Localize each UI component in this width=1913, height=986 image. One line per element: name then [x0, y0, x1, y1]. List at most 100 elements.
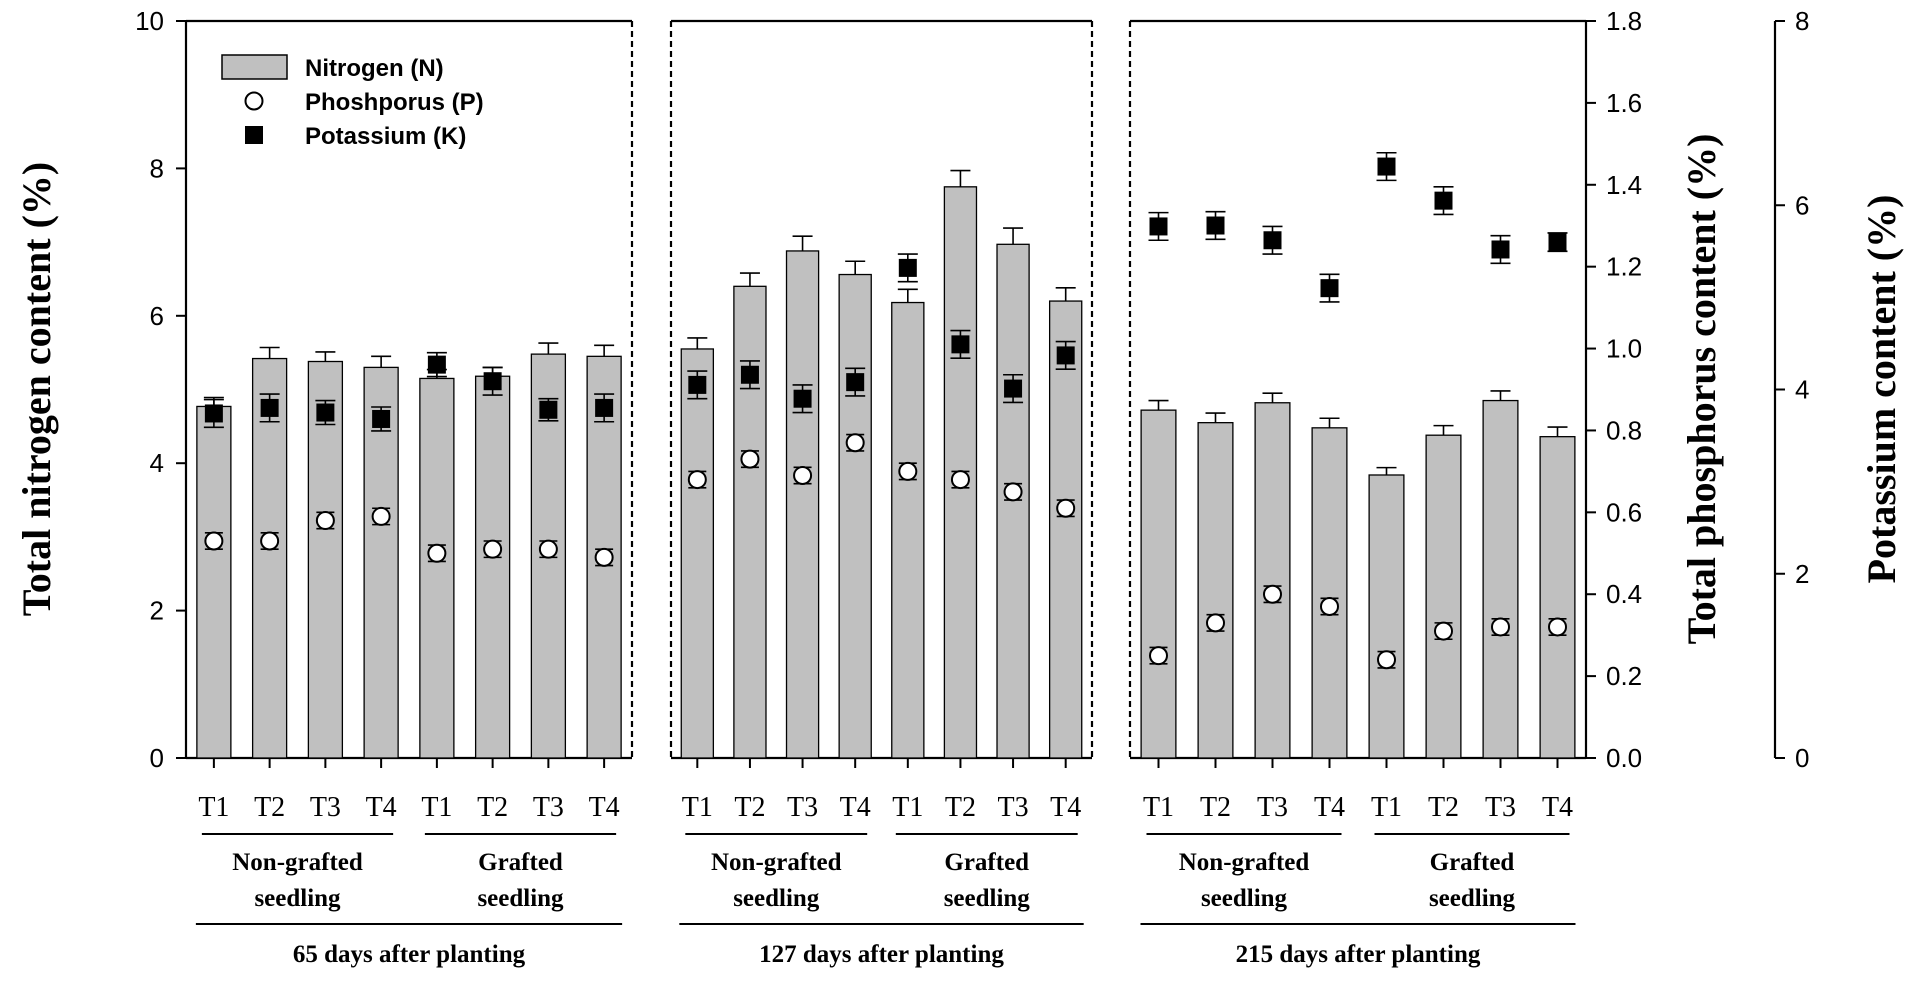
n-axis-tick-label: 6	[150, 301, 164, 331]
p-axis-tick-label: 0.2	[1606, 661, 1642, 691]
category-label: T2	[1200, 792, 1231, 823]
nitrogen-bar	[419, 377, 455, 759]
category-label: T1	[421, 792, 452, 823]
n-axis-label: Total nitrogen content (%)	[14, 162, 59, 616]
phosphorus-point	[793, 465, 813, 485]
category-label: T3	[1257, 792, 1288, 823]
potassium-point	[1149, 217, 1168, 236]
group-label: Grafted seedling	[1429, 849, 1516, 912]
category-label: T2	[734, 792, 765, 823]
category-label: T2	[1428, 792, 1459, 823]
p-axis-tick-label: 0.8	[1606, 415, 1642, 445]
group-label: Grafted seedling	[944, 849, 1031, 912]
panel-title: 65 days after planting	[293, 941, 526, 968]
k-axis-label: Potassium content (%)	[1859, 195, 1904, 584]
nitrogen-bar	[891, 301, 925, 759]
category-label: T2	[254, 792, 285, 823]
k-axis-tick-label: 4	[1795, 375, 1809, 405]
phosphorus-point	[898, 461, 918, 481]
n-axis-tick-label: 10	[135, 6, 164, 36]
category-label: T4	[1050, 792, 1081, 823]
nitrogen-bar	[785, 250, 820, 759]
potassium-point	[1434, 191, 1453, 210]
category-label: T2	[477, 792, 508, 823]
p-axis-label: Total phosphorus content (%)	[1679, 134, 1724, 645]
category-label: T1	[1143, 792, 1174, 823]
phosphorus-point	[740, 449, 760, 469]
category-label: T3	[533, 792, 564, 823]
category-label: T3	[787, 792, 818, 823]
p-axis-tick-label: 0.0	[1606, 743, 1642, 773]
potassium-point	[1491, 240, 1510, 259]
legend-potassium-marker	[245, 126, 263, 144]
potassium-point	[951, 335, 970, 354]
nitrogen-bar	[680, 348, 715, 759]
potassium-point	[1320, 279, 1339, 298]
panel-title: 127 days after planting	[759, 941, 1004, 968]
potassium-point	[595, 398, 614, 417]
category-label: T1	[1371, 792, 1402, 823]
legend-nitrogen-label: Nitrogen (N)	[305, 55, 444, 82]
group-label: Grafted seedling	[477, 849, 564, 912]
n-axis-tick-label: 2	[150, 596, 164, 626]
category-label: T1	[682, 792, 713, 823]
potassium-point	[539, 400, 558, 419]
category-label: T3	[310, 792, 341, 823]
potassium-point	[483, 372, 502, 391]
nitrogen-bar	[1311, 427, 1348, 759]
phosphorus-point	[1377, 650, 1396, 670]
group-label: Non-grafted seedling	[711, 849, 842, 912]
nitrogen-bar	[1482, 399, 1519, 759]
nitrogen-bar	[1254, 402, 1291, 759]
k-axis-tick-label: 8	[1795, 6, 1809, 36]
potassium-point	[1377, 157, 1396, 176]
phosphorus-point	[1548, 617, 1567, 637]
phosphorus-point	[371, 506, 391, 526]
phosphorus-point	[204, 531, 224, 551]
potassium-point	[1548, 233, 1567, 252]
phosphorus-point	[315, 511, 335, 531]
category-label: T4	[1314, 792, 1345, 823]
p-axis-tick-label: 1.8	[1606, 6, 1642, 36]
nitrogen-bar	[363, 366, 399, 759]
phosphorus-point	[1263, 584, 1282, 604]
nitrogen-bar	[1140, 409, 1177, 759]
legend-potassium-label: Potassium (K)	[305, 123, 466, 150]
nitrogen-bar	[474, 375, 511, 759]
labels: 0 2 4 6 8 10 Total nitrogen content (%) 0.0 0.2 0…	[14, 6, 1904, 968]
potassium-point	[372, 409, 391, 428]
p-axis-tick-label: 1.2	[1606, 252, 1642, 282]
potassium-point	[204, 404, 223, 423]
nitrogen-bar	[1368, 474, 1405, 759]
phosphorus-point	[687, 470, 707, 490]
p-axis-tick-label: 1.6	[1606, 88, 1642, 118]
k-axis-tick-label: 0	[1795, 743, 1809, 773]
group-label: Non-grafted seedling	[1179, 849, 1310, 912]
potassium-point	[1004, 379, 1023, 398]
legend-nitrogen-swatch	[221, 54, 288, 80]
points	[203, 151, 1568, 670]
phosphorus-point	[1003, 482, 1023, 502]
phosphorus-point	[1320, 597, 1339, 617]
category-label: T4	[840, 792, 871, 823]
potassium-point	[1263, 231, 1282, 250]
phosphorus-point	[260, 531, 280, 551]
p-axis-tick-label: 0.4	[1606, 579, 1642, 609]
potassium-point	[1206, 216, 1225, 235]
nitrogen-bar	[733, 285, 767, 759]
potassium-point	[1056, 346, 1075, 365]
axes	[176, 20, 1785, 768]
n-axis-tick-label: 0	[150, 743, 164, 773]
n-axis-tick-label: 8	[150, 153, 164, 183]
p-axis-tick-label: 0.6	[1606, 497, 1642, 527]
potassium-point	[427, 355, 446, 374]
phosphorus-point	[950, 470, 970, 490]
potassium-point	[688, 375, 707, 394]
category-label: T1	[892, 792, 923, 823]
potassium-point	[846, 373, 865, 392]
legend-phosphorus-marker	[244, 91, 264, 111]
phosphorus-point	[483, 539, 503, 559]
category-label: T4	[366, 792, 397, 823]
phosphorus-point	[1491, 617, 1510, 637]
